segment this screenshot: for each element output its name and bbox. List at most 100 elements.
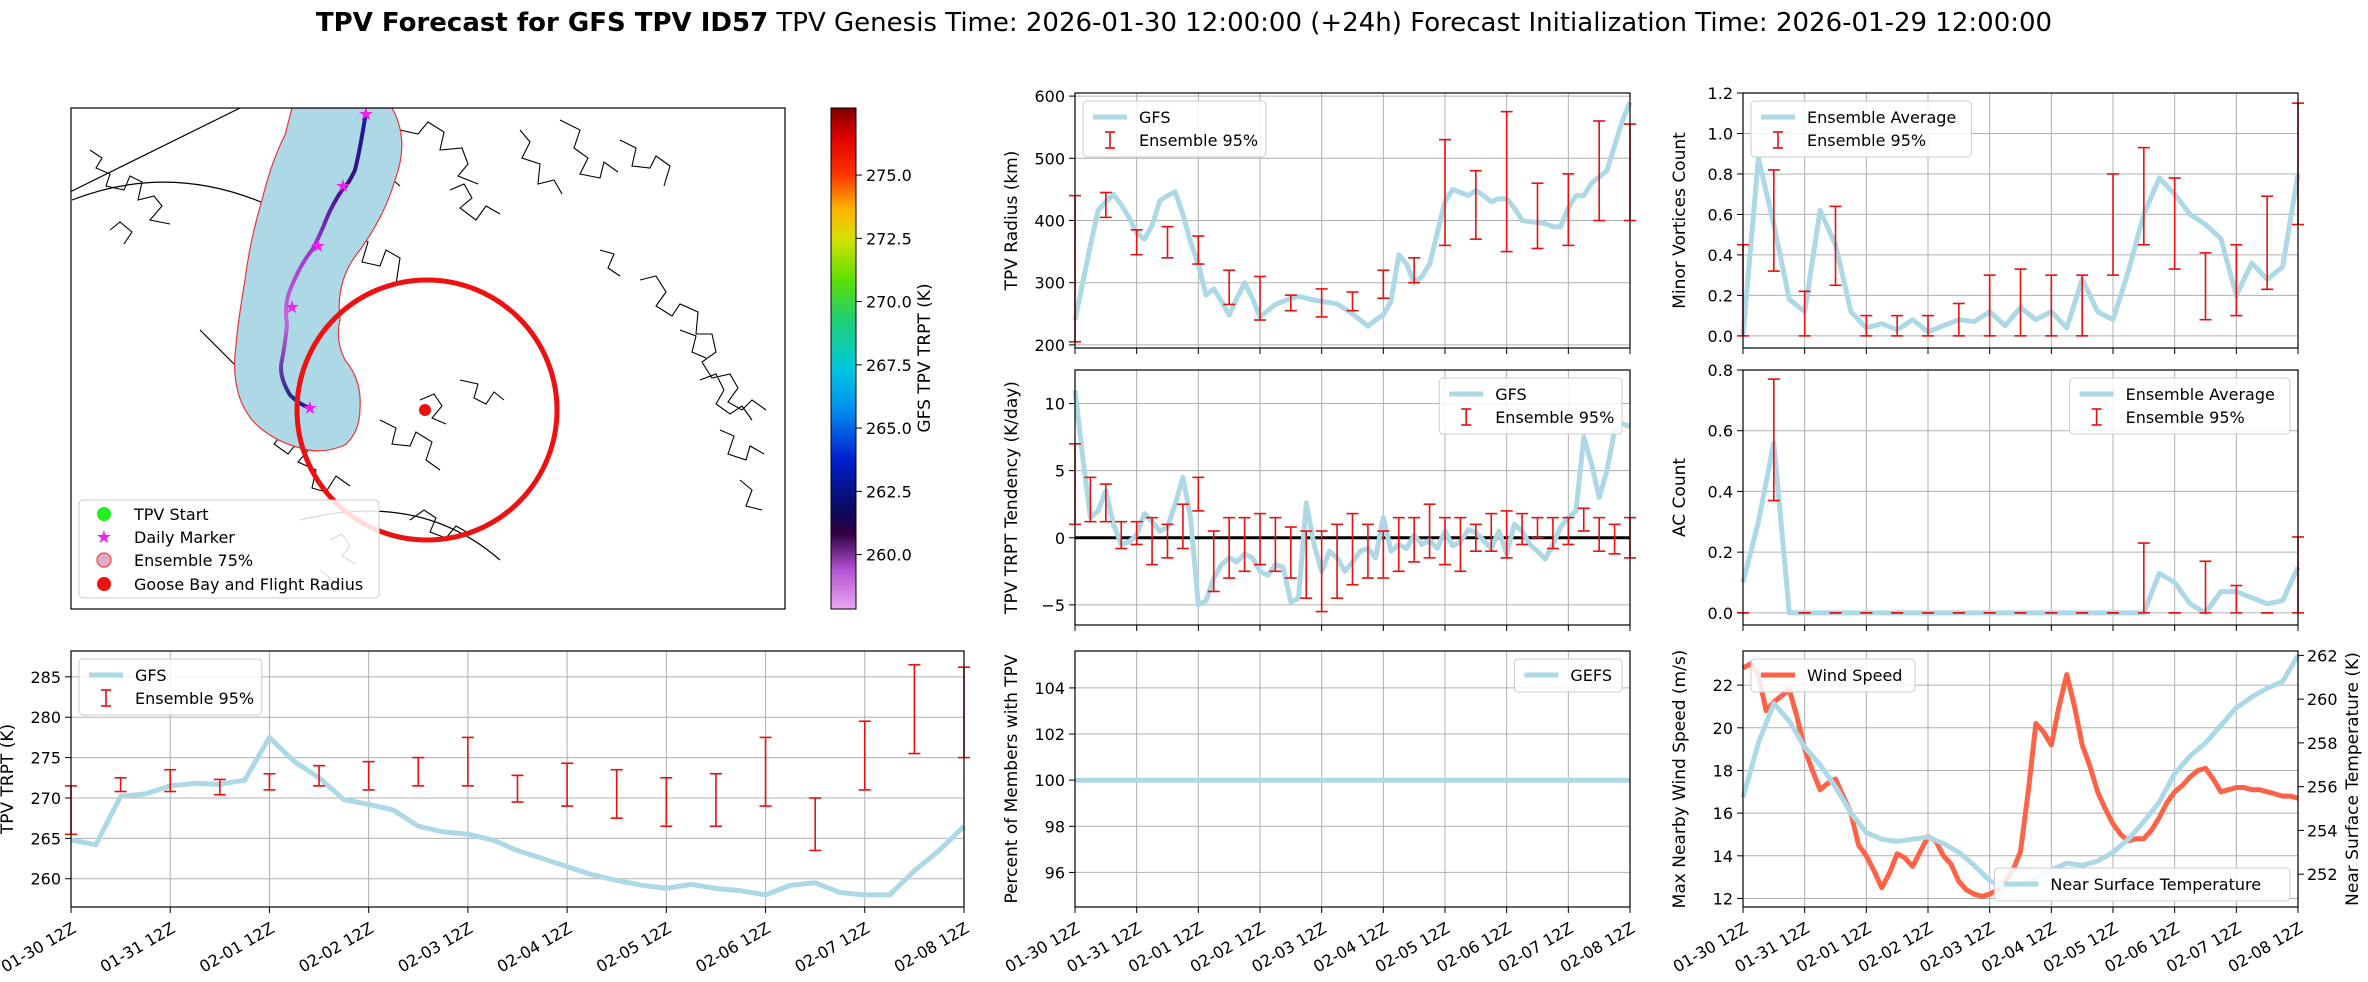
x-tick-label: 02-06 12Z (692, 918, 773, 976)
x-tick-label: 02-08 12Z (891, 918, 972, 976)
series-line-wind-speed (1741, 661, 2299, 899)
y-tick-label: 0.4 (1708, 482, 1733, 501)
daily-marker: ★ (302, 398, 318, 419)
panel-wind: 12 14 16 18 20 22 Max Nearby Wind Speed (m/s) 2… (1670, 646, 2363, 976)
ensemble-75-region (234, 108, 403, 452)
colorbar-tick-label: 267.5 (866, 356, 912, 375)
legend-label: Ensemble 95% (135, 689, 254, 708)
x-tick-label: 02-07 12Z (791, 918, 872, 976)
y-tick-label: 10 (1045, 395, 1065, 414)
panel-trpt: 260 265 270 275 280 285 TPV TRPT (K) 01-30 12Z 0… (0, 650, 972, 976)
y-tick-label: 0.4 (1708, 246, 1733, 265)
y-tick-label: 5 (1055, 462, 1065, 481)
y-tick-label: −5 (1041, 596, 1065, 615)
legend-box (78, 658, 263, 716)
x-tick-label: 01-30 12Z (0, 918, 79, 976)
legend-ensemble-marker (96, 552, 112, 568)
legend-tpv-start-marker (97, 507, 111, 521)
colorbar (830, 107, 857, 610)
legend-label: Ensemble Average (1807, 108, 1956, 127)
y2-tick-label: 260 (2307, 690, 2338, 709)
y2-axis-label: Near Surface Temperature (K) (2343, 652, 2363, 906)
y-axis-label: TPV TRPT (K) (0, 724, 18, 835)
panel-tendency: −5 0 5 10 TPV TRPT Tendency (K/day) GFS Ensemb… (1002, 369, 1636, 631)
legend-label: Ensemble 95% (1139, 131, 1258, 150)
x-tick-label: 02-01 12Z (196, 918, 277, 976)
y2-tick-label: 262 (2307, 646, 2338, 665)
legend-daily-marker-symbol: ★ (96, 527, 112, 548)
colorbar-tick-label: 272.5 (866, 229, 912, 248)
colorbar-tick-label: 260.0 (866, 546, 912, 565)
map-frame (70, 107, 786, 610)
y-tick-label: 0.0 (1708, 327, 1733, 346)
legend-box (1082, 100, 1267, 158)
series-line-gfs (70, 734, 966, 898)
legend-ensemble-75: Ensemble 75% (134, 551, 253, 570)
panel-ac: 0.0 0.2 0.4 0.6 0.8 AC Count Ensemble Average E… (1670, 361, 2304, 631)
y2-tick-label: 258 (2307, 734, 2338, 753)
legend-goose-bay-marker (97, 577, 111, 591)
y-tick-label: 260 (30, 870, 61, 889)
axes-frame (1742, 650, 2299, 908)
map-boundary-line (71, 108, 501, 561)
y-tick-label: 300 (1034, 274, 1065, 293)
legend-label: GFS (135, 666, 166, 685)
x-tick-label: 02-04 12Z (494, 918, 575, 976)
y-tick-label: 275 (30, 749, 61, 768)
y-tick-label: 400 (1034, 212, 1065, 231)
legend-label: Near Surface Temperature (2050, 875, 2261, 894)
panel-minor: 0.0 0.2 0.4 0.6 0.8 1.0 1.2 Minor Vortices Coun… (1670, 84, 2304, 354)
y-tick-label: 104 (1034, 679, 1065, 698)
y-tick-label: 16 (1713, 804, 1733, 823)
y-tick-label: 100 (1034, 771, 1065, 790)
colorbar-label: GFS TPV TRPT (K) (915, 283, 935, 432)
legend-label: GEFS (1570, 666, 1612, 685)
colorbar-tick-label: 275.0 (866, 166, 912, 185)
daily-marker: ★ (335, 176, 351, 197)
y2-tick-label: 256 (2307, 778, 2338, 797)
series-line-ensemble-average (1740, 440, 2301, 616)
title-genesis: TPV Genesis Time: 2026-01-30 12:00:00 (+… (775, 8, 1402, 38)
y-tick-label: 0.6 (1708, 422, 1733, 441)
legend-box (1750, 658, 1916, 693)
goose-bay-flight-radius (294, 277, 560, 543)
y-tick-label: 20 (1713, 719, 1733, 738)
y-axis-label: TPV TRPT Tendency (K/day) (1002, 381, 1022, 615)
legend-goose-bay: Goose Bay and Flight Radius (134, 575, 363, 594)
y-axis-label: TPV Radius (km) (1002, 151, 1022, 292)
x-tick-label: 02-03 12Z (395, 918, 476, 976)
y-tick-label: 285 (30, 668, 61, 687)
y2-tick-label: 254 (2307, 821, 2338, 840)
y-tick-label: 96 (1045, 863, 1065, 882)
daily-marker: ★ (310, 236, 326, 257)
legend-box (1993, 867, 2291, 902)
legend-label: Wind Speed (1807, 666, 1902, 685)
colorbar-ticks: 260.0 262.5 265.0 267.5 270.0 272.5 275.0 (856, 166, 912, 565)
y-tick-label: 98 (1045, 817, 1065, 836)
y-axis-label: Percent of Members with TPV (1002, 654, 1022, 903)
y-tick-label: 0 (1055, 529, 1065, 548)
panel-members: 96 98 100 102 104 Percent of Members with TPV… (1002, 650, 1638, 976)
map-legend-box (78, 499, 380, 599)
legend-label: Ensemble 95% (1807, 131, 1926, 150)
y-tick-label: 0.2 (1708, 286, 1733, 305)
title-bold: TPV Forecast for GFS TPV ID57 (316, 8, 768, 38)
title-init: Forecast Initialization Time: 2026-01-29… (1410, 8, 2052, 38)
y-tick-label: 1.2 (1708, 84, 1733, 103)
daily-marker: ★ (284, 297, 300, 318)
x-tick-label: 02-02 12Z (295, 918, 376, 976)
y-tick-label: 0.8 (1708, 165, 1733, 184)
map-content: ★ ★ ★ ★ ★ TPV Start ★ Daily Marker Ensem… (71, 104, 785, 609)
axes-frame (1074, 369, 1631, 626)
y-tick-label: 0.8 (1708, 361, 1733, 380)
map-panel: ★ ★ ★ ★ ★ TPV Start ★ Daily Marker Ensem… (70, 104, 935, 610)
axes-frame (1074, 650, 1631, 908)
y-tick-label: 0.2 (1708, 543, 1733, 562)
y-tick-label: 200 (1034, 336, 1065, 355)
daily-marker: ★ (358, 104, 374, 125)
legend-label: Ensemble 95% (1495, 408, 1614, 427)
panel-radius: 200 300 400 500 600 TPV Radius (km) GFS Ensembl… (1002, 87, 1636, 355)
y-tick-label: 102 (1034, 725, 1065, 744)
legend-daily-marker: Daily Marker (134, 528, 235, 547)
